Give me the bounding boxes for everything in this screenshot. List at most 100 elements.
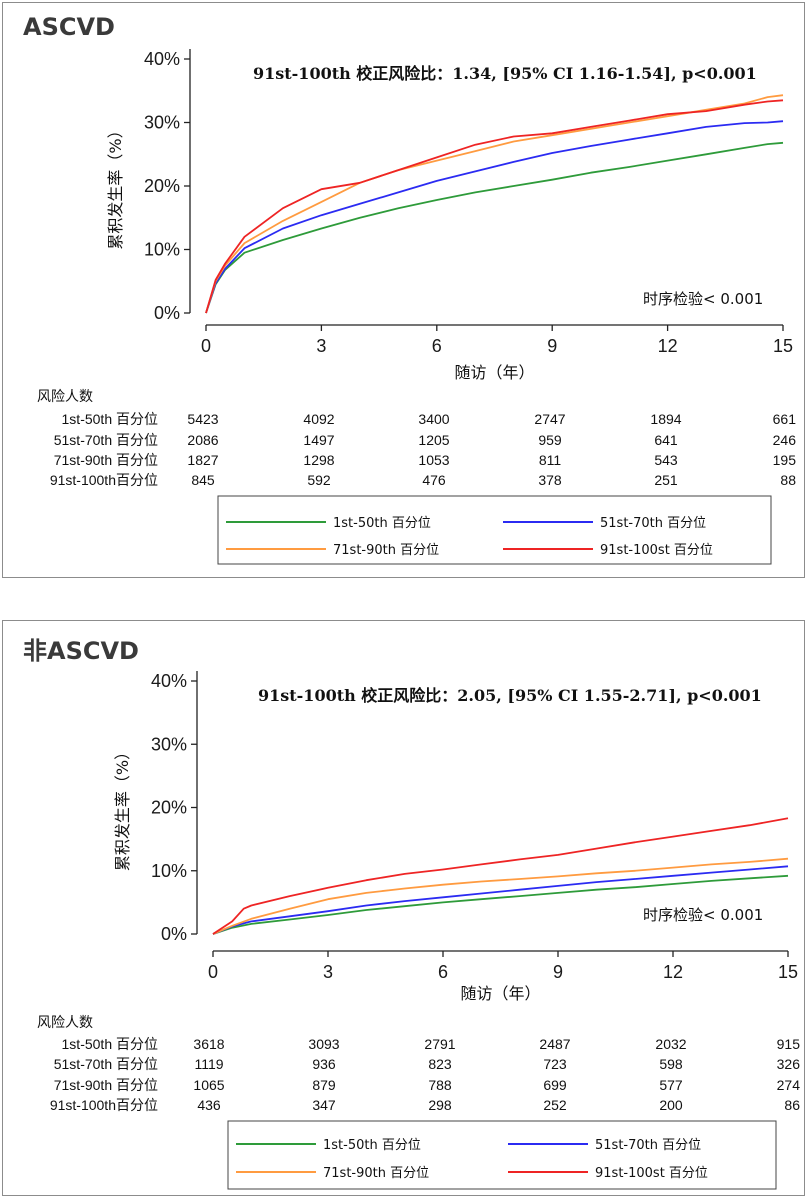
y-tick-label: 10%	[151, 861, 187, 881]
risk-row-label: 1st-50th 百分位	[62, 411, 158, 427]
legend-label: 1st-50th 百分位	[333, 516, 431, 531]
risk-value: 2487	[539, 1036, 570, 1052]
risk-value: 959	[538, 432, 562, 448]
x-axis-label: 随访（年）	[454, 363, 534, 382]
y-tick-label: 20%	[144, 176, 180, 196]
chart-panel-non-ascvd: 非ASCVD 91st-100th 校正风险比：2.05, [95% CI 1.…	[2, 620, 805, 1196]
legend-label: 51st-70th 百分位	[600, 516, 706, 531]
risk-value: 823	[428, 1056, 452, 1072]
x-tick-label: 6	[432, 336, 442, 356]
risk-value: 251	[654, 472, 678, 488]
risk-value: 195	[773, 452, 797, 468]
logrank-text: 时序检验< 0.001	[643, 906, 763, 924]
x-tick-label: 12	[663, 962, 683, 982]
risk-value: 543	[654, 452, 678, 468]
series-line-4	[212, 817, 789, 935]
x-tick-label: 3	[323, 962, 333, 982]
y-tick-label: 10%	[144, 240, 180, 260]
risk-value: 3093	[308, 1036, 339, 1052]
risk-value: 1497	[303, 432, 334, 448]
risk-value: 378	[538, 472, 562, 488]
legend-label: 71st-90th 百分位	[333, 543, 439, 558]
risk-value: 86	[784, 1097, 800, 1113]
hazard-ratio-annotation: 91st-100th 校正风险比：1.34, [95% CI 1.16-1.54…	[253, 64, 757, 83]
x-tick-label: 15	[778, 962, 798, 982]
risk-value: 3618	[193, 1036, 224, 1052]
risk-row-label: 51st-70th 百分位	[54, 432, 158, 448]
km-chart-svg: 91st-100th 校正风险比：1.34, [95% CI 1.16-1.54…	[37, 49, 797, 565]
legend-label: 1st-50th 百分位	[323, 1138, 421, 1153]
legend-label: 91st-100st 百分位	[600, 543, 713, 558]
risk-row-label: 71st-90th 百分位	[54, 452, 158, 468]
risk-value: 641	[654, 432, 678, 448]
risk-value: 1053	[418, 452, 449, 468]
x-tick-label: 12	[658, 336, 678, 356]
risk-table-header: 风险人数	[37, 389, 93, 405]
y-tick-label: 0%	[161, 924, 187, 944]
risk-row-label: 91st-100th百分位	[50, 1097, 158, 1113]
y-tick-label: 0%	[154, 303, 180, 323]
risk-row-label: 71st-90th 百分位	[54, 1077, 158, 1093]
risk-value: 879	[312, 1077, 336, 1093]
risk-value: 298	[428, 1097, 452, 1113]
risk-value: 2032	[655, 1036, 686, 1052]
chart-panel-ascvd: ASCVD 91st-100th 校正风险比：1.34, [95% CI 1.1…	[2, 2, 805, 578]
legend-label: 91st-100st 百分位	[595, 1166, 708, 1181]
risk-value: 1119	[194, 1056, 223, 1072]
legend-box	[217, 495, 772, 565]
x-tick-label: 9	[547, 336, 557, 356]
risk-value: 598	[659, 1056, 683, 1072]
risk-value: 1205	[418, 432, 449, 448]
y-axis-label: 累积发生率（%）	[106, 122, 125, 249]
risk-value: 252	[543, 1097, 567, 1113]
risk-value: 347	[312, 1097, 336, 1113]
legend-label: 51st-70th 百分位	[595, 1138, 701, 1153]
y-tick-label: 30%	[144, 113, 180, 133]
risk-value: 2747	[534, 411, 565, 427]
risk-value: 845	[191, 472, 215, 488]
y-axis-label: 累积发生率（%）	[113, 744, 132, 871]
risk-value: 1298	[303, 452, 334, 468]
legend-box	[227, 1120, 777, 1190]
y-tick-label: 40%	[144, 49, 180, 69]
risk-value: 4092	[303, 411, 334, 427]
series-line-1	[212, 874, 789, 935]
risk-row-label: 51st-70th 百分位	[54, 1056, 158, 1072]
x-tick-label: 15	[773, 336, 793, 356]
risk-value: 5423	[187, 411, 218, 427]
y-tick-label: 40%	[151, 671, 187, 691]
risk-value: 2791	[424, 1036, 455, 1052]
series-line-3	[212, 857, 789, 935]
risk-value: 274	[777, 1077, 801, 1093]
series-line-1	[205, 141, 784, 314]
x-axis-label: 随访（年）	[460, 984, 540, 1003]
risk-value: 788	[428, 1077, 452, 1093]
risk-value: 661	[773, 411, 797, 427]
y-tick-label: 30%	[151, 734, 187, 754]
risk-row-label: 91st-100th百分位	[50, 472, 158, 488]
risk-value: 1827	[187, 452, 218, 468]
risk-value: 577	[659, 1077, 683, 1093]
x-tick-label: 3	[316, 336, 326, 356]
x-tick-label: 0	[201, 336, 211, 356]
panel-title: ASCVD	[23, 13, 115, 41]
x-tick-label: 0	[208, 962, 218, 982]
series-line-2	[212, 865, 789, 935]
risk-value: 915	[777, 1036, 801, 1052]
risk-table-header: 风险人数	[37, 1015, 93, 1031]
risk-value: 2086	[187, 432, 218, 448]
hazard-ratio-annotation: 91st-100th 校正风险比：2.05, [95% CI 1.55-2.71…	[258, 686, 762, 705]
series-line-4	[205, 99, 784, 314]
risk-value: 436	[197, 1097, 221, 1113]
risk-value: 592	[307, 472, 331, 488]
risk-value: 3400	[418, 411, 449, 427]
series-line-3	[205, 94, 784, 314]
risk-value: 326	[777, 1056, 801, 1072]
risk-value: 723	[543, 1056, 567, 1072]
risk-row-label: 1st-50th 百分位	[62, 1036, 158, 1052]
y-tick-label: 20%	[151, 798, 187, 818]
risk-value: 1894	[650, 411, 681, 427]
km-chart-svg: 91st-100th 校正风险比：2.05, [95% CI 1.55-2.71…	[37, 671, 801, 1190]
risk-value: 88	[780, 472, 796, 488]
risk-value: 811	[539, 452, 562, 468]
